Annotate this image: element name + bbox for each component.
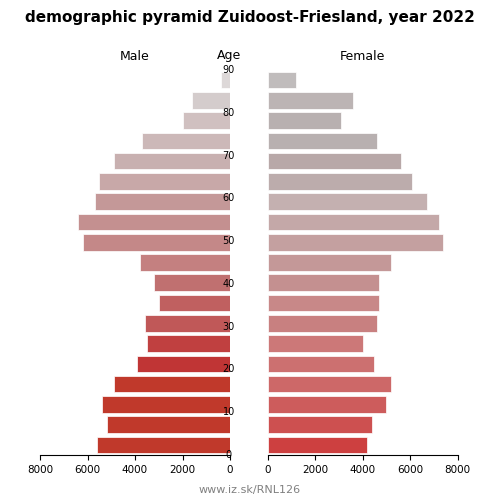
Text: Age: Age: [216, 50, 241, 62]
Text: 70: 70: [222, 150, 235, 160]
Text: 50: 50: [222, 236, 235, 246]
Bar: [268, 274, 379, 291]
Text: 30: 30: [222, 322, 235, 332]
Bar: [192, 92, 230, 108]
Bar: [154, 274, 230, 291]
Bar: [94, 194, 230, 210]
Bar: [268, 356, 374, 372]
Text: 60: 60: [222, 194, 235, 203]
Bar: [220, 72, 230, 88]
Text: 0: 0: [226, 450, 232, 460]
Bar: [268, 132, 377, 149]
Text: 40: 40: [222, 279, 235, 289]
Bar: [144, 315, 230, 332]
Bar: [182, 112, 230, 129]
Bar: [78, 214, 230, 230]
Text: www.iz.sk/RNL126: www.iz.sk/RNL126: [199, 485, 301, 495]
Bar: [268, 294, 379, 312]
Bar: [83, 234, 230, 250]
Bar: [268, 376, 391, 392]
Text: 10: 10: [222, 407, 235, 417]
Bar: [268, 112, 341, 129]
Text: demographic pyramid Zuidoost-Friesland, year 2022: demographic pyramid Zuidoost-Friesland, …: [25, 10, 475, 25]
Bar: [268, 234, 444, 250]
Text: 20: 20: [222, 364, 235, 374]
Bar: [268, 335, 362, 352]
Bar: [140, 254, 230, 271]
Bar: [268, 173, 412, 190]
Text: 80: 80: [222, 108, 235, 118]
Bar: [268, 396, 386, 412]
Bar: [268, 214, 438, 230]
Bar: [268, 416, 372, 433]
Bar: [268, 254, 391, 271]
Bar: [138, 356, 230, 372]
Bar: [268, 153, 400, 170]
Bar: [268, 194, 426, 210]
Bar: [102, 396, 230, 412]
Bar: [268, 72, 296, 88]
Bar: [142, 132, 230, 149]
Bar: [268, 315, 377, 332]
Text: Female: Female: [340, 50, 385, 62]
Bar: [97, 436, 230, 453]
Bar: [268, 436, 367, 453]
Bar: [114, 153, 230, 170]
Bar: [268, 92, 353, 108]
Bar: [159, 294, 230, 312]
Text: 90: 90: [222, 65, 235, 75]
Text: Male: Male: [120, 50, 150, 62]
Bar: [100, 173, 230, 190]
Bar: [106, 416, 230, 433]
Bar: [147, 335, 230, 352]
Bar: [114, 376, 230, 392]
